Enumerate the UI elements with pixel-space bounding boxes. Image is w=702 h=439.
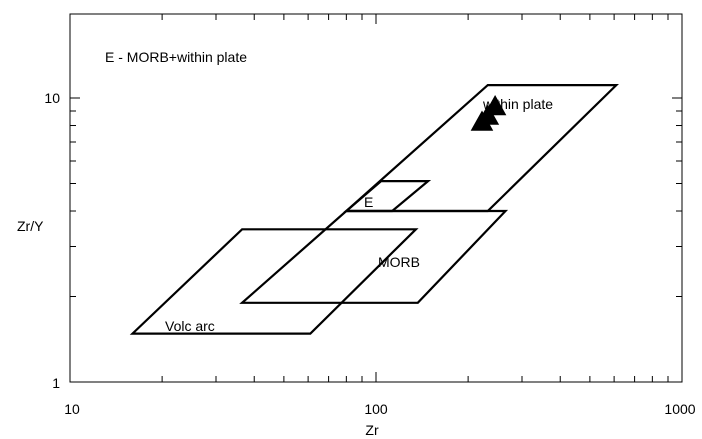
chart-annotation: E - MORB+within plate bbox=[105, 49, 247, 65]
axis-ticks bbox=[69, 14, 683, 383]
plot-area-border bbox=[69, 13, 683, 383]
x-axis-label: Zr bbox=[365, 422, 379, 438]
field-e-polygon bbox=[343, 180, 432, 213]
field-within-plate-polygon bbox=[343, 83, 619, 213]
field-label-volc-arc: Volc arc bbox=[165, 318, 215, 334]
tectonic-fields bbox=[129, 83, 619, 335]
plot-frame bbox=[69, 13, 683, 383]
field-label-morb: MORB bbox=[378, 254, 420, 270]
y-tick-label-1: 1 bbox=[52, 375, 60, 391]
y-tick-label-10: 10 bbox=[44, 90, 60, 106]
x-tick-label-10: 10 bbox=[64, 401, 80, 417]
field-volc-arc-polygon bbox=[129, 228, 419, 335]
x-tick-label-100: 100 bbox=[364, 401, 388, 417]
x-tick-label-1000: 1000 bbox=[664, 401, 695, 417]
sample-points bbox=[470, 94, 507, 131]
y-axis-label: Zr/Y bbox=[17, 218, 44, 234]
field-morb-polygon bbox=[239, 209, 509, 304]
field-label-e: E bbox=[364, 194, 373, 210]
field-label-within-plate: within plate bbox=[482, 96, 553, 112]
data-point-triangle bbox=[483, 94, 507, 116]
